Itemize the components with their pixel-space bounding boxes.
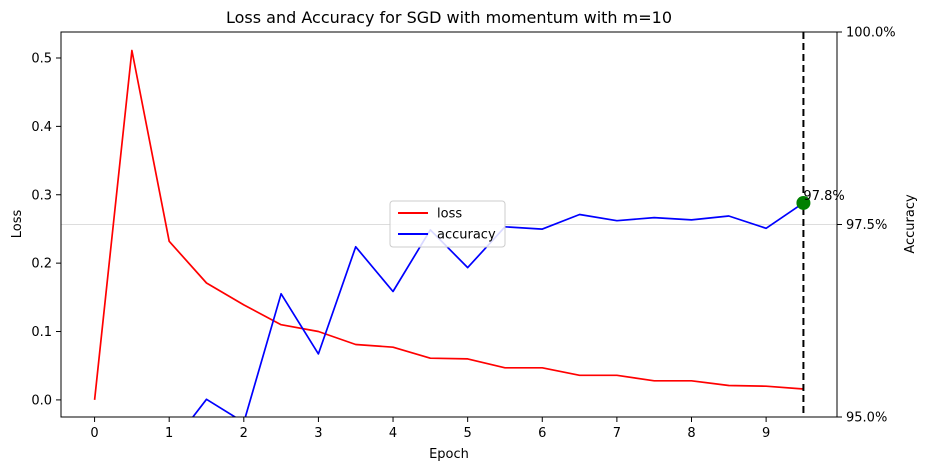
y2-tick-label: 97.5% [846,218,887,233]
y-tick-label: 0.2 [31,257,52,272]
y2-tick-label: 100.0% [846,26,896,41]
y-tick-label: 0.4 [31,120,52,135]
x-tick-label: 3 [314,426,322,441]
legend-loss-label: loss [437,207,462,222]
legend-accuracy-label: accuracy [437,228,496,243]
x-tick-label: 0 [90,426,98,441]
chart-title: Loss and Accuracy for SGD with momentum … [226,8,672,27]
plot-area: 97.8% [60,31,845,418]
legend: loss accuracy [389,200,506,248]
y-tick-label: 0.1 [31,325,52,340]
x-axis: 0 1 2 3 4 5 6 7 8 9 [90,417,770,441]
y-axis-left: 0.0 0.1 0.2 0.3 0.4 0.5 [31,51,61,408]
y2-axis-label: Accuracy [903,194,918,254]
y-tick-label: 0.3 [31,188,52,203]
y-axis-right: 95.0% 97.5% 100.0% [837,26,896,426]
x-tick-label: 5 [464,426,472,441]
best-accuracy-label: 97.8% [803,189,844,204]
y-axis-label: Loss [10,210,25,239]
y-tick-label: 0.0 [31,393,52,408]
best-accuracy-marker [796,195,811,210]
x-tick-label: 1 [165,426,173,441]
x-tick-label: 9 [762,426,770,441]
x-tick-label: 2 [240,426,248,441]
x-axis-label: Epoch [429,447,469,462]
x-tick-label: 8 [687,426,695,441]
y2-tick-label: 95.0% [846,411,887,426]
x-tick-label: 6 [538,426,546,441]
loss-series-line [93,49,804,400]
x-tick-label: 4 [389,426,397,441]
y-tick-label: 0.5 [31,51,52,66]
x-tick-label: 7 [613,426,621,441]
